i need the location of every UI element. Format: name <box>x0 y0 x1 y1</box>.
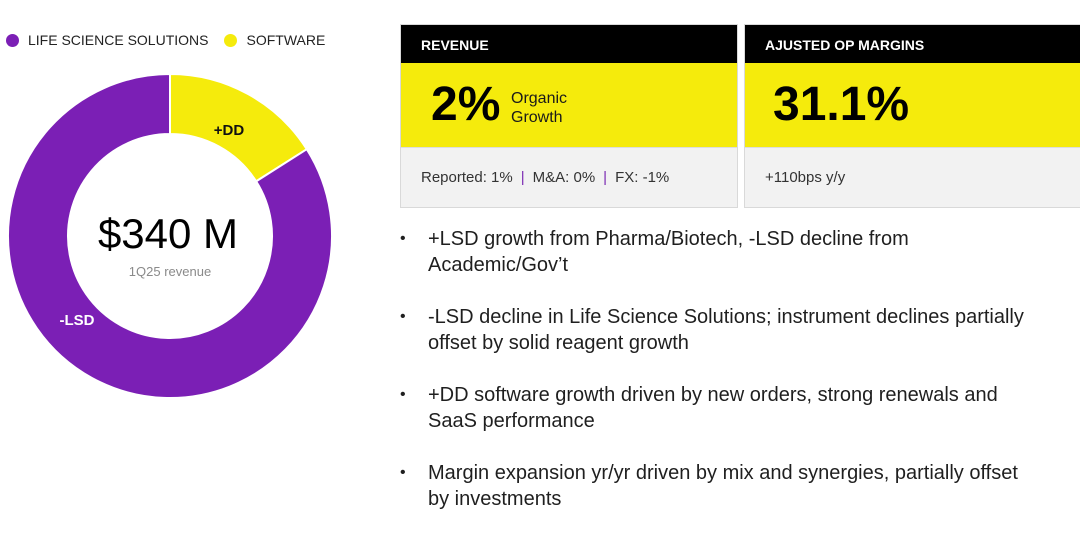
bullet-line: +DD software growth driven by new orders… <box>428 384 998 406</box>
bullet-line: Academic/Gov’t <box>428 254 569 276</box>
legend-label-software: SOFTWARE <box>246 32 326 48</box>
bullet-icon: • <box>400 386 406 403</box>
list-item: • -LSD decline in Life Science Solutions… <box>398 304 1080 356</box>
margins-card-header: AJUSTED OP MARGINS <box>745 25 1080 63</box>
revenue-caption-line2: Growth <box>511 109 563 126</box>
bullet-line: offset by solid reagent growth <box>428 332 689 354</box>
bullet-line: +LSD growth from Pharma/Biotech, -LSD de… <box>428 228 909 250</box>
revenue-growth-caption: Organic Growth <box>511 89 567 127</box>
donut-center-value: $340 M <box>98 210 238 257</box>
legend-swatch-life-science <box>6 33 19 47</box>
revenue-reported: Reported: 1% <box>421 169 513 186</box>
donut-center-caption: 1Q25 revenue <box>129 264 211 279</box>
revenue-card-body: 2% Organic Growth <box>401 63 737 147</box>
legend-swatch-software <box>224 33 238 47</box>
segment-label-life-science: -LSD <box>60 312 95 329</box>
bullet-line: SaaS performance <box>428 410 595 432</box>
margins-card: AJUSTED OP MARGINS 31.1% +110bps y/y <box>744 24 1080 208</box>
bullet-icon: • <box>400 464 406 481</box>
revenue-growth-value: 2% <box>431 78 501 131</box>
legend-item-life-science: LIFE SCIENCE SOLUTIONS <box>6 32 208 48</box>
legend-label-life-science: LIFE SCIENCE SOLUTIONS <box>28 32 209 48</box>
revenue-card: REVENUE 2% Organic Growth Reported: 1% | M… <box>400 24 738 208</box>
list-item: • +LSD growth from Pharma/Biotech, -LSD … <box>398 226 1080 278</box>
chart-legend: LIFE SCIENCE SOLUTIONS SOFTWARE <box>6 32 341 48</box>
divider: | <box>520 169 525 186</box>
margins-card-footer: +110bps y/y <box>745 147 1080 207</box>
revenue-caption-line1: Organic <box>511 90 568 107</box>
revenue-ma: M&A: 0% <box>532 169 596 186</box>
divider: | <box>603 169 608 186</box>
bullet-icon: • <box>400 308 406 325</box>
revenue-fx: FX: -1% <box>615 169 670 186</box>
list-item: • Margin expansion yr/yr driven by mix a… <box>398 460 1080 512</box>
bullet-icon: • <box>400 230 406 247</box>
revenue-card-footer: Reported: 1% | M&A: 0% | FX: -1% <box>401 147 737 207</box>
bullet-line: Margin expansion yr/yr driven by mix and… <box>428 462 1018 484</box>
revenue-donut-chart: +DD -LSD $340 M 1Q25 revenue <box>7 72 333 399</box>
bullet-line: -LSD decline in Life Science Solutions; … <box>428 306 1024 328</box>
donut-segment-life-science <box>7 72 333 399</box>
legend-item-software: SOFTWARE <box>224 32 325 48</box>
segment-label-software: +DD <box>214 122 245 139</box>
commentary-bullet-list: • +LSD growth from Pharma/Biotech, -LSD … <box>398 226 1080 538</box>
list-item: • +DD software growth driven by new orde… <box>398 382 1080 434</box>
revenue-card-header: REVENUE <box>401 25 737 63</box>
margins-card-body: 31.1% <box>745 63 1080 147</box>
margins-value: 31.1% <box>773 78 910 131</box>
bullet-line: by investments <box>428 488 562 510</box>
